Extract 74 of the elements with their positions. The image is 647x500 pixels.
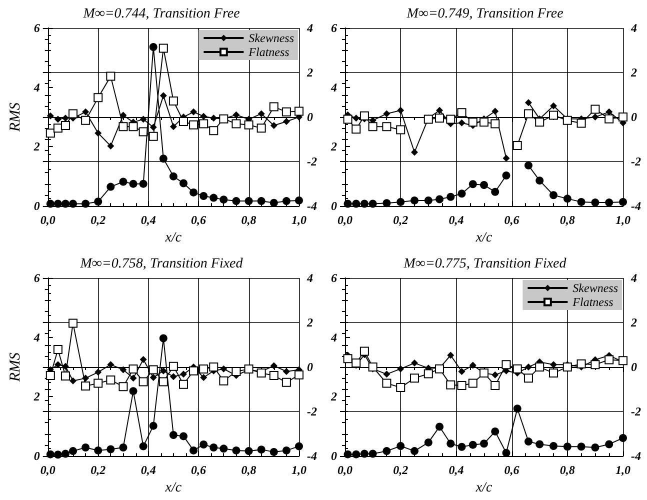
x-tick-label: 0,6: [504, 213, 520, 228]
y-tick-label: 2: [32, 140, 40, 154]
y2-tick-label: 0: [307, 110, 313, 124]
x-axis-title: x/c: [164, 480, 182, 496]
chart-title: M∞=0.749, Transition Free: [406, 6, 564, 22]
y-tick-label: 2: [330, 390, 337, 404]
y2-tick-label: 2: [306, 316, 313, 330]
x-tick-label: 0,2: [393, 213, 408, 228]
y-tick-label: 2: [32, 390, 40, 404]
y2-tick-label: -2: [307, 404, 317, 419]
y2-tick-label: 2: [306, 66, 313, 80]
y-tick-label: 6: [34, 271, 40, 285]
chart-title: M∞=0.758, Transition Fixed: [79, 256, 244, 272]
y-tick-label: 6: [331, 21, 337, 35]
y2-tick-label: 0: [307, 360, 313, 374]
y2-tick-label: -4: [631, 449, 641, 464]
y2-tick-label: 0: [631, 360, 637, 374]
legend-label: Flatness: [572, 295, 614, 309]
y-tick-label: 0: [331, 449, 337, 464]
y-tick-label: 0: [34, 199, 40, 214]
x-tick-label: 1,0: [292, 463, 306, 478]
y2-tick-label: 4: [306, 21, 313, 35]
y2-tick-label: 2: [630, 316, 637, 330]
y2-tick-label: 4: [630, 271, 637, 285]
y-tick-label: 4: [32, 330, 40, 344]
y2-tick-label: 2: [630, 66, 637, 80]
y2-tick-label: -2: [307, 154, 317, 169]
x-tick-label: 0,4: [140, 213, 156, 228]
x-tick-label: 0,4: [140, 463, 156, 478]
x-tick-label: 0,6: [191, 463, 206, 478]
x-tick-label: 0,8: [241, 213, 256, 228]
x-tick-label: 0,0: [40, 463, 56, 478]
y-tick-label: 0: [34, 449, 40, 464]
x-tick-label: 1,0: [616, 213, 630, 228]
chart-title: M∞=0.744, Transition Free: [82, 6, 240, 22]
x-tick-label: 0,2: [90, 463, 106, 478]
legend-label: Flatness: [248, 45, 290, 59]
x-tick-label: 0,4: [448, 213, 464, 228]
y-tick-label: 4: [330, 80, 337, 94]
x-tick-label: 0,2: [90, 213, 106, 228]
chart-title: M∞=0.775, Transition Fixed: [402, 256, 568, 272]
y2-tick-label: -4: [631, 199, 641, 214]
x-tick-label: 0,6: [504, 463, 520, 478]
x-tick-label: 1,0: [292, 213, 306, 228]
x-axis-title: x/c: [474, 480, 493, 496]
x-tick-label: 0,2: [393, 463, 408, 478]
legend-label: Skewness: [572, 281, 618, 295]
y2-tick-label: 0: [631, 110, 637, 124]
y2-tick-label: 4: [306, 271, 313, 285]
y-axis-title: RMS: [8, 352, 24, 383]
y2-tick-label: -2: [631, 404, 641, 419]
x-tick-label: 0,8: [560, 213, 575, 228]
y-tick-label: 6: [331, 271, 337, 285]
x-axis-title: x/c: [164, 230, 182, 246]
x-tick-label: 0,0: [40, 213, 56, 228]
x-tick-label: 0,0: [338, 463, 352, 478]
x-tick-label: 0,8: [560, 463, 575, 478]
x-axis-title: x/c: [474, 230, 493, 246]
x-tick-label: 0,4: [448, 463, 464, 478]
x-tick-label: 0,6: [191, 213, 206, 228]
y-tick-label: 4: [330, 330, 337, 344]
y-axis-title: RMS: [8, 102, 24, 133]
y2-tick-label: -4: [307, 449, 317, 464]
x-tick-label: 0,0: [338, 213, 352, 228]
x-tick-label: 0,8: [241, 463, 256, 478]
y-tick-label: 6: [34, 21, 40, 35]
y-tick-label: 4: [32, 80, 40, 94]
y-tick-label: 0: [331, 199, 337, 214]
y-tick-label: 2: [330, 140, 337, 154]
y2-tick-label: -2: [631, 154, 641, 169]
legend-label: Skewness: [248, 31, 294, 45]
x-tick-label: 1,0: [616, 463, 630, 478]
y2-tick-label: -4: [307, 199, 317, 214]
y2-tick-label: 4: [630, 21, 637, 35]
